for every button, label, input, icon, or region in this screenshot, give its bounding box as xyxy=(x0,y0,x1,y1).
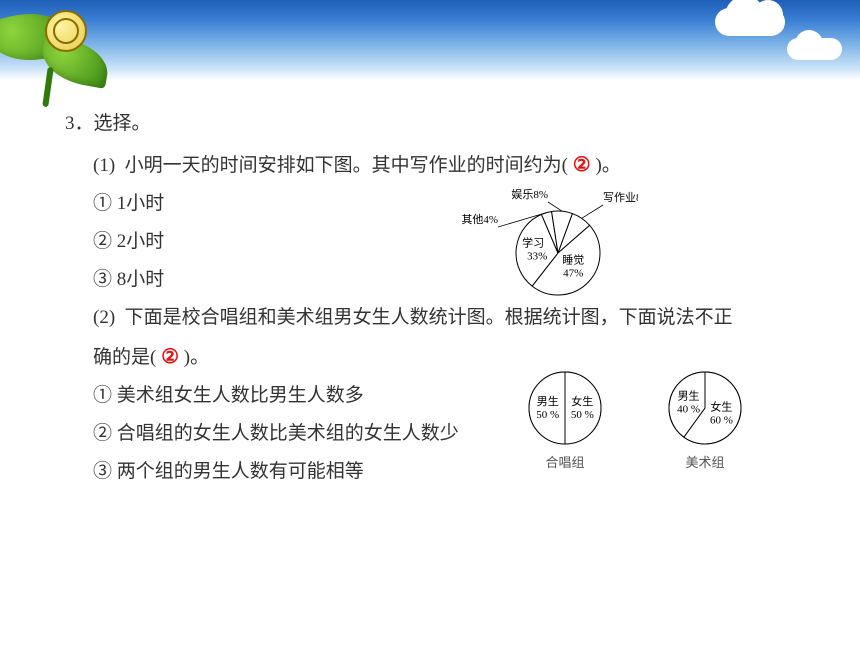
part-1: (1) 小明一天的时间安排如下图。其中写作业的时间约为( ② )。 xyxy=(65,145,790,185)
question-number: 3． xyxy=(65,113,94,134)
svg-text:60 %: 60 % xyxy=(710,414,733,426)
part-2: (2) 下面是校合唱组和美术组男女生人数统计图。根据统计图，下面说法不正 xyxy=(65,299,790,337)
part-text-line1: 下面是校合唱组和美术组男女生人数统计图。根据统计图，下面说法不正 xyxy=(125,307,733,328)
figure-2: 女生50 %男生50 % 合唱组 女生60 %男生40 % 美术组 xyxy=(470,368,800,471)
svg-text:娱乐8%: 娱乐8% xyxy=(511,187,548,201)
part-id: (2) xyxy=(93,307,115,328)
question-stem-text: 选择。 xyxy=(94,113,151,134)
vine-icon xyxy=(42,67,54,107)
option: ① 1小时 xyxy=(93,185,790,223)
answer-1: ② xyxy=(573,154,591,176)
svg-text:33%: 33% xyxy=(527,250,547,262)
part-1-options: ① 1小时 ② 2小时 ③ 8小时 xyxy=(65,185,790,299)
banner xyxy=(0,0,860,80)
svg-text:女生: 女生 xyxy=(571,394,593,408)
svg-text:男生: 男生 xyxy=(678,389,700,403)
part-text-line2-suffix: )。 xyxy=(184,347,209,368)
caption-art: 美术组 xyxy=(685,452,724,471)
svg-text:写作业8%: 写作业8% xyxy=(603,191,638,204)
svg-text:50 %: 50 % xyxy=(536,409,559,421)
svg-text:40 %: 40 % xyxy=(677,404,700,416)
svg-text:睡觉: 睡觉 xyxy=(562,253,584,266)
caption-chorus: 合唱组 xyxy=(545,452,584,471)
option: ② 2小时 xyxy=(93,223,790,261)
pie-chart-chorus: 女生50 %男生50 % xyxy=(520,368,610,448)
pie-group-art: 女生60 % 男生40 % 美术组 xyxy=(660,368,750,471)
answer-2: ② xyxy=(161,346,179,368)
svg-text:学习: 学习 xyxy=(522,235,544,249)
svg-text:其他4%: 其他4% xyxy=(461,213,498,226)
snail-icon xyxy=(45,10,87,52)
leaf-decoration xyxy=(0,12,140,102)
svg-text:男生: 男生 xyxy=(537,394,559,408)
figure-1: 写作业8% 睡觉47% 学习33% 其他4% 娱乐8% xyxy=(448,185,638,300)
option: ③ 8小时 xyxy=(93,261,790,299)
pie-chart-art: 女生60 % 男生40 % xyxy=(660,368,750,448)
part-text-line2-prefix: 确的是( xyxy=(93,347,156,368)
svg-text:47%: 47% xyxy=(563,267,583,279)
pie-group-chorus: 女生50 %男生50 % 合唱组 xyxy=(520,368,610,471)
pie-chart-day: 写作业8% 睡觉47% 学习33% 其他4% 娱乐8% xyxy=(448,185,638,300)
cloud-icon xyxy=(787,38,842,60)
svg-text:50 %: 50 % xyxy=(571,409,594,421)
part-text-after: )。 xyxy=(595,155,620,176)
svg-text:女生: 女生 xyxy=(710,399,732,413)
question-stem: 3．选择。 xyxy=(65,105,790,143)
cloud-icon xyxy=(715,8,785,36)
part-id: (1) xyxy=(93,155,115,176)
part-text: 小明一天的时间安排如下图。其中写作业的时间约为( xyxy=(125,155,568,176)
